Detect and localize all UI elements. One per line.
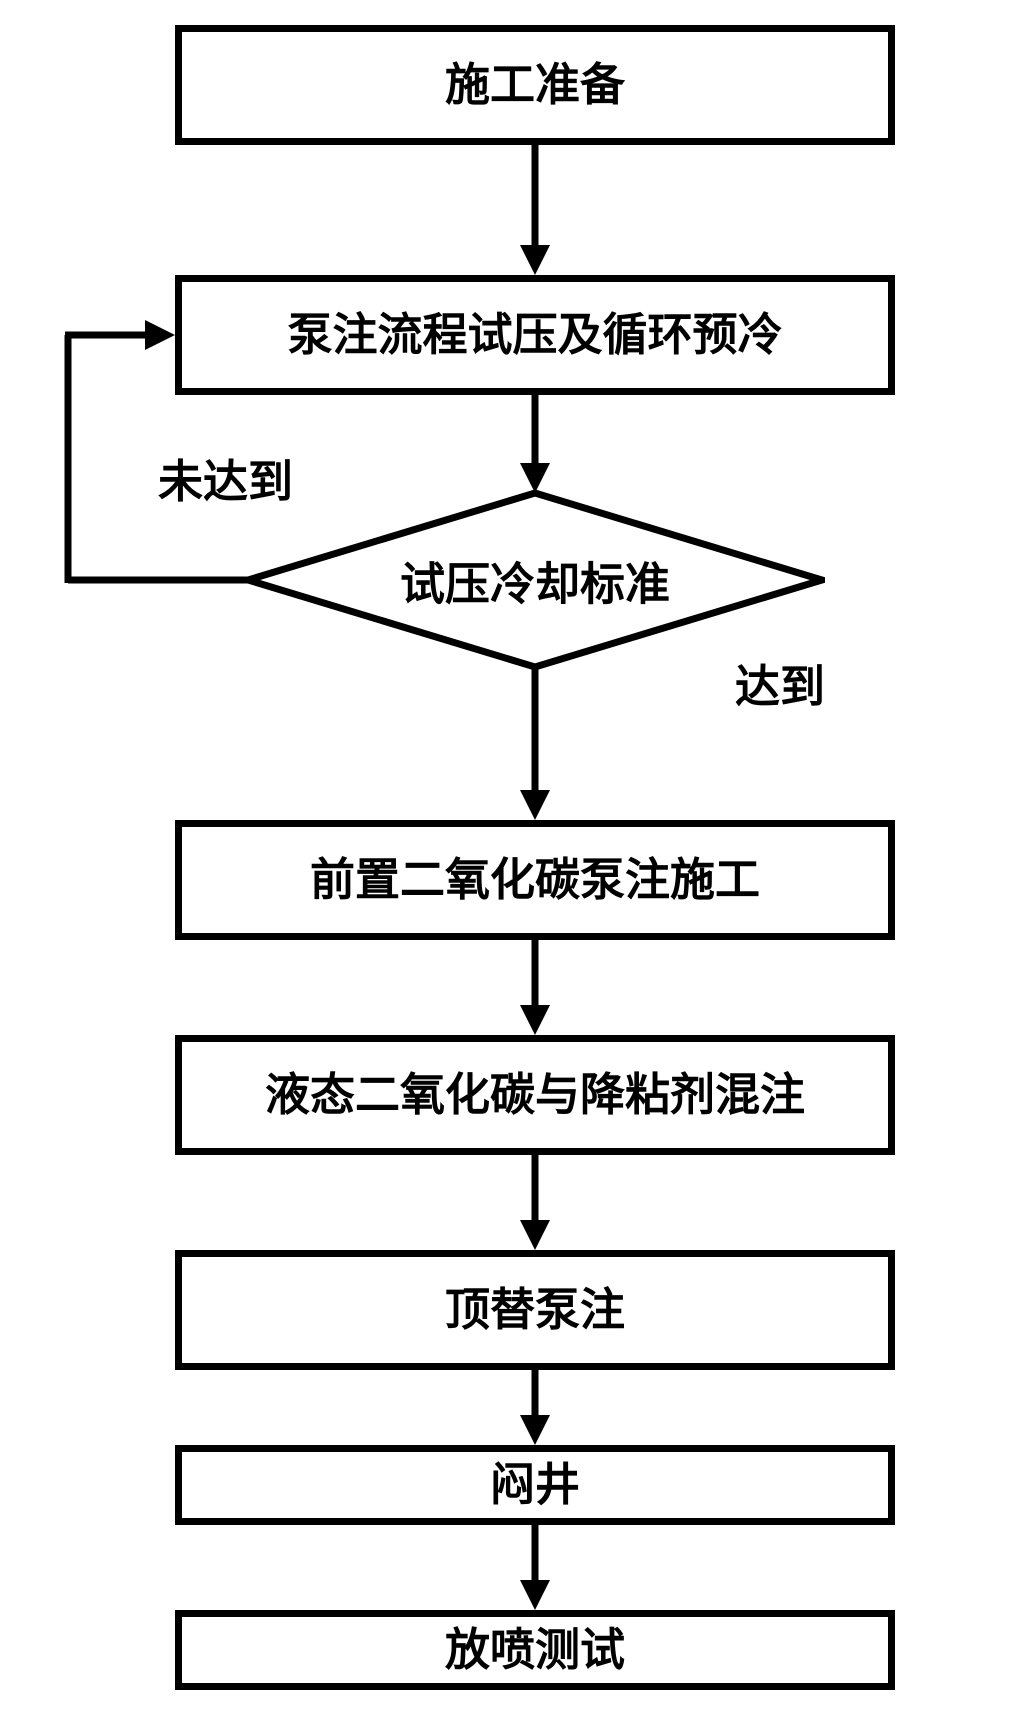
node-co2: 前置二氧化碳泵注施工 [175, 820, 895, 940]
node-mix-label: 液态二氧化碳与降粘剂混注 [265, 1070, 805, 1120]
arrow-displace-soak [513, 1370, 557, 1445]
node-displace-label: 顶替泵注 [445, 1285, 625, 1335]
node-soak: 闷井 [175, 1445, 895, 1525]
node-soak-label: 闷井 [490, 1460, 580, 1510]
node-decision: 试压冷却标准 [245, 490, 825, 670]
node-precool-label: 泵注流程试压及循环预冷 [287, 310, 782, 360]
arrow-precool-decision [513, 395, 557, 493]
node-blowtest: 放喷测试 [175, 1610, 895, 1690]
arrow-co2-mix [513, 940, 557, 1035]
edge-label-reached: 达到 [735, 650, 825, 715]
arrow-prep-precool [513, 145, 557, 275]
arrow-decision-co2 [513, 667, 557, 820]
node-co2-label: 前置二氧化碳泵注施工 [310, 855, 760, 905]
node-prep: 施工准备 [175, 25, 895, 145]
edge-label-not-reached: 未达到 [158, 445, 293, 510]
node-displace: 顶替泵注 [175, 1250, 895, 1370]
arrow-mix-displace [513, 1155, 557, 1250]
node-precool: 泵注流程试压及循环预冷 [175, 275, 895, 395]
node-prep-label: 施工准备 [445, 60, 625, 110]
node-mix: 液态二氧化碳与降粘剂混注 [175, 1035, 895, 1155]
arrow-soak-blowtest [513, 1525, 557, 1610]
node-decision-label: 试压冷却标准 [400, 548, 670, 613]
node-blowtest-label: 放喷测试 [445, 1625, 625, 1675]
